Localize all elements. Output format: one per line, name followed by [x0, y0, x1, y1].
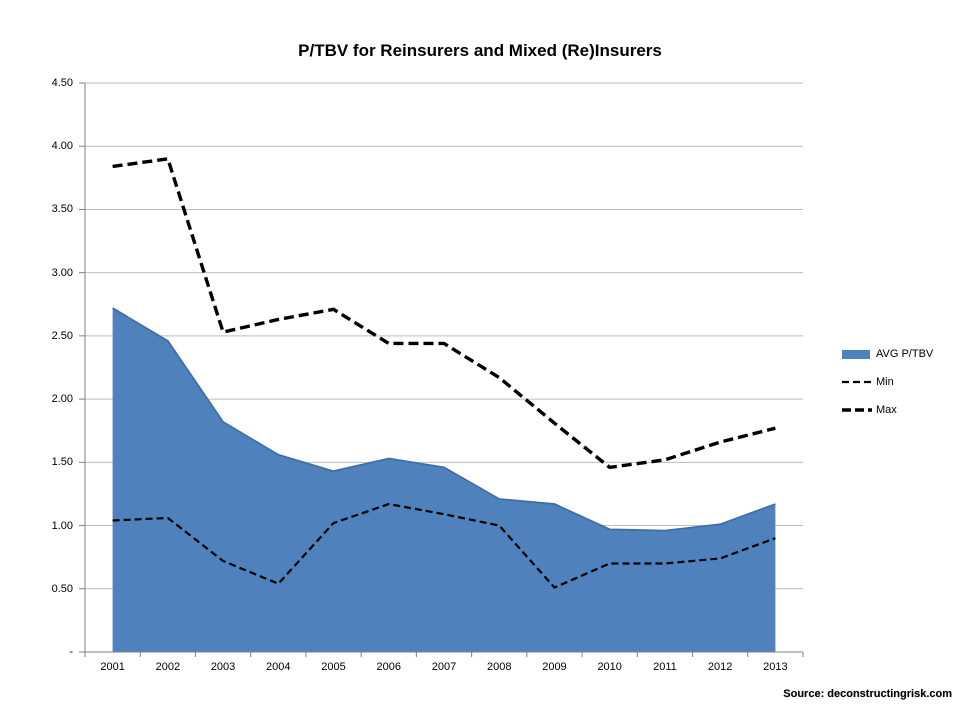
max-line-series [112, 156, 776, 470]
legend-item-max: Max [842, 396, 933, 424]
avg-area-swatch [842, 349, 872, 359]
x-axis-label: 2006 [376, 661, 401, 673]
legend: AVG P/TBV Min Max [842, 340, 933, 424]
legend-label-avg: AVG P/TBV [876, 348, 934, 360]
x-axis-label: 2002 [155, 661, 181, 673]
y-axis-label: 3.00 [51, 266, 73, 279]
y-axis-label: 2.50 [51, 329, 73, 342]
x-axis-label: 2012 [707, 661, 733, 673]
y-axis-label: 0.50 [51, 582, 73, 595]
avg-ptbv-area-edge [112, 307, 776, 532]
min-line-series [112, 502, 776, 589]
x-axis-label: 2011 [653, 661, 677, 673]
legend-label-max: Max [876, 404, 897, 416]
x-axis-label: 2013 [763, 661, 788, 673]
legend-label-min: Min [876, 376, 894, 388]
y-axis-label: 3.50 [51, 203, 73, 216]
source-credit: Source: deconstructingrisk.com [783, 688, 952, 700]
legend-item-avg: AVG P/TBV [842, 340, 933, 368]
x-axis-label: 2003 [210, 661, 236, 673]
min-dashed-line-icon [842, 379, 872, 385]
x-axis-label: 2007 [431, 661, 457, 673]
x-axis-label: 2010 [597, 661, 622, 673]
y-axis-label: 1.50 [51, 456, 73, 469]
y-axis-label: - [69, 646, 73, 658]
y-axis-label: 2.00 [51, 393, 73, 406]
x-axis-label: 2008 [486, 661, 512, 673]
avg-ptbv-area-series [112, 308, 776, 652]
x-axis-label: 2004 [266, 661, 291, 673]
chart-title: P/TBV for Reinsurers and Mixed (Re)Insur… [298, 41, 662, 60]
legend-item-min: Min [842, 368, 933, 396]
x-axis-label: 2009 [542, 661, 567, 673]
x-axis-label: 2001 [100, 661, 125, 673]
max-dashed-line-icon [842, 406, 872, 414]
y-axis-label: 1.00 [51, 519, 73, 532]
x-axis-label: 2005 [321, 661, 346, 673]
y-axis-label: 4.50 [51, 77, 73, 89]
y-axis-label: 4.00 [51, 140, 73, 153]
